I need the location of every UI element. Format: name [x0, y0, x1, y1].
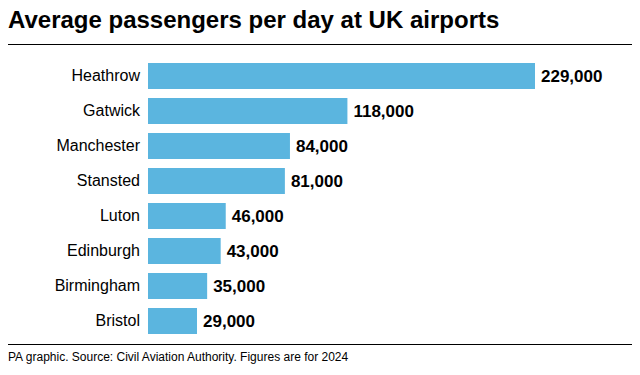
- html-text:Average passengers per day at: Average passengers per day at UK airport…: [8, 6, 500, 33]
- svg-text:229,000: 229,000: [541, 67, 602, 86]
- svg-text:Gatwick: Gatwick: [83, 102, 141, 119]
- svg-text:84,000: 84,000: [296, 137, 348, 156]
- html-text:PA graphic. Source: Civil Avia: PA graphic. Source: Civil Aviation Autho…: [8, 350, 349, 364]
- svg-text:118,000: 118,000: [353, 102, 414, 121]
- svg-text:29,000: 29,000: [203, 312, 255, 331]
- svg-text:Edinburgh: Edinburgh: [67, 242, 140, 259]
- svg-text:35,000: 35,000: [213, 277, 265, 296]
- svg-text:43,000: 43,000: [227, 242, 279, 261]
- svg-text:Manchester: Manchester: [56, 137, 140, 154]
- svg-text:Heathrow: Heathrow: [72, 67, 141, 84]
- svg-text:46,000: 46,000: [232, 207, 284, 226]
- svg-text:Bristol: Bristol: [96, 312, 140, 329]
- svg-text:Stansted: Stansted: [77, 172, 140, 189]
- svg-text:81,000: 81,000: [291, 172, 343, 191]
- svg-text:Birmingham: Birmingham: [55, 277, 140, 294]
- svg-text:Luton: Luton: [100, 207, 140, 224]
